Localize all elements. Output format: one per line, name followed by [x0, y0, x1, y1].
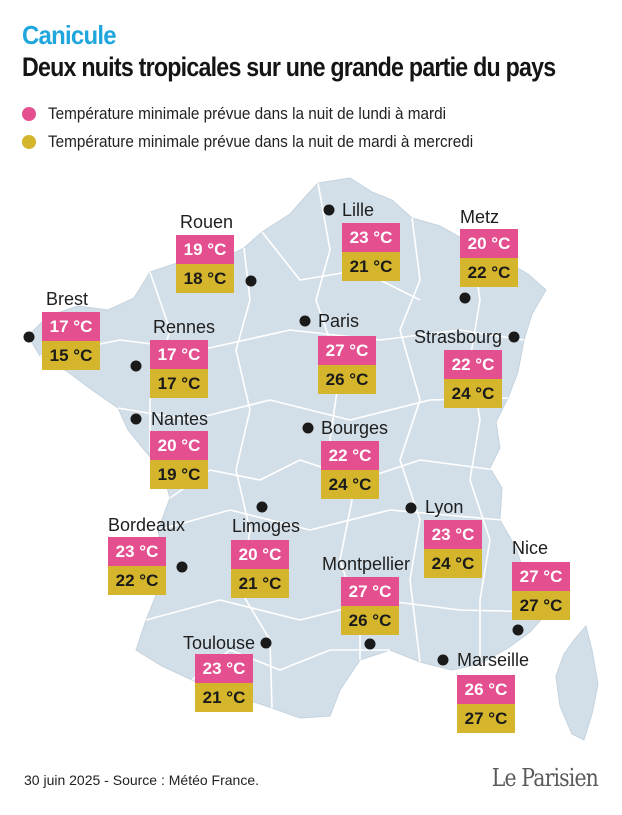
- temp-night-1: 22 °C: [321, 441, 379, 470]
- temp-badge-rennes: 17 °C 17 °C: [150, 340, 208, 398]
- temp-night-1: 17 °C: [150, 340, 208, 369]
- temp-night-2: 26 °C: [318, 365, 376, 394]
- legend-swatch-gold: [22, 135, 36, 149]
- legend-label: Température minimale prévue dans la nuit…: [48, 132, 474, 151]
- page-title: Deux nuits tropicales sur une grande par…: [22, 52, 556, 82]
- city-name-toulouse: Toulouse: [183, 633, 256, 653]
- city-name-metz: Metz: [460, 207, 500, 227]
- temp-night-1: 17 °C: [42, 312, 100, 341]
- temp-night-2: 24 °C: [321, 470, 379, 499]
- city-name-paris: Paris: [318, 311, 360, 331]
- city-name-lille: Lille: [342, 200, 375, 220]
- temp-night-2: 22 °C: [460, 258, 518, 287]
- temp-night-2: 24 °C: [444, 379, 502, 408]
- temp-badge-brest: 17 °C 15 °C: [42, 312, 100, 370]
- france-outline: [27, 177, 549, 719]
- city-name-nice: Nice: [512, 538, 549, 558]
- city-dot-marseille: [437, 654, 449, 666]
- temp-badge-nantes: 20 °C 19 °C: [150, 431, 208, 489]
- temp-night-2: 21 °C: [195, 683, 253, 712]
- city-dot-rennes: [130, 360, 142, 372]
- city-name-montpellier: Montpellier: [322, 554, 411, 574]
- city-dot-limoges: [256, 501, 268, 513]
- city-dot-toulouse: [260, 637, 272, 649]
- legend-item-night-1: Température minimale prévue dans la nuit…: [22, 100, 520, 128]
- temp-badge-bourges: 22 °C 24 °C: [321, 441, 379, 499]
- source-note: 30 juin 2025 - Source : Météo France.: [24, 772, 260, 788]
- kicker: Canicule: [22, 20, 117, 50]
- city-dot-brest: [23, 331, 35, 343]
- legend: Température minimale prévue dans la nuit…: [22, 100, 520, 156]
- legend-item-night-2: Température minimale prévue dans la nuit…: [22, 128, 520, 156]
- temp-night-2: 19 °C: [150, 460, 208, 489]
- city-name-strasbourg: Strasbourg: [414, 327, 503, 347]
- temp-night-2: 21 °C: [231, 569, 289, 598]
- temp-night-1: 26 °C: [457, 675, 515, 704]
- temp-badge-paris: 27 °C 26 °C: [318, 336, 376, 394]
- city-name-bourges: Bourges: [321, 418, 389, 438]
- le-parisien-logo: Le Parisien: [491, 764, 599, 792]
- temp-night-2: 27 °C: [457, 704, 515, 733]
- legend-label: Température minimale prévue dans la nuit…: [48, 104, 447, 123]
- temp-badge-metz: 20 °C 22 °C: [460, 229, 518, 287]
- temp-badge-nice: 27 °C 27 °C: [512, 562, 570, 620]
- city-dot-lyon: [405, 502, 417, 514]
- city-dot-metz: [459, 292, 471, 304]
- temp-night-1: 23 °C: [342, 223, 400, 252]
- city-dot-lille: [323, 204, 335, 216]
- temp-night-2: 18 °C: [176, 264, 234, 293]
- temp-night-1: 27 °C: [341, 577, 399, 606]
- temp-night-2: 24 °C: [424, 549, 482, 578]
- temp-night-2: 17 °C: [150, 369, 208, 398]
- temp-badge-lyon: 23 °C 24 °C: [424, 520, 482, 578]
- city-dot-bourges: [302, 422, 314, 434]
- legend-swatch-pink: [22, 107, 36, 121]
- temp-night-1: 20 °C: [231, 540, 289, 569]
- temp-night-1: 23 °C: [108, 537, 166, 566]
- temp-night-1: 23 °C: [195, 654, 253, 683]
- temp-badge-bordeaux: 23 °C 22 °C: [108, 537, 166, 595]
- temp-night-1: 27 °C: [512, 562, 570, 591]
- temp-badge-montpellier: 27 °C 26 °C: [341, 577, 399, 635]
- temp-night-1: 27 °C: [318, 336, 376, 365]
- city-name-brest: Brest: [46, 289, 89, 309]
- temp-badge-marseille: 26 °C 27 °C: [457, 675, 515, 733]
- temp-night-1: 20 °C: [150, 431, 208, 460]
- temp-badge-limoges: 20 °C 21 °C: [231, 540, 289, 598]
- city-name-rennes: Rennes: [153, 317, 216, 337]
- city-name-limoges: Limoges: [232, 516, 301, 536]
- temp-night-2: 27 °C: [512, 591, 570, 620]
- city-dot-rouen: [245, 275, 257, 287]
- france-mainland: [27, 177, 549, 719]
- city-name-marseille: Marseille: [457, 650, 530, 670]
- city-dot-nice: [512, 624, 524, 636]
- temp-badge-lille: 23 °C 21 °C: [342, 223, 400, 281]
- corsica-outline: [555, 624, 599, 741]
- temp-night-2: 22 °C: [108, 566, 166, 595]
- temp-night-1: 20 °C: [460, 229, 518, 258]
- temp-night-1: 22 °C: [444, 350, 502, 379]
- city-name-lyon: Lyon: [425, 497, 464, 517]
- temp-night-2: 21 °C: [342, 252, 400, 281]
- city-name-nantes: Nantes: [151, 409, 209, 429]
- temp-night-2: 15 °C: [42, 341, 100, 370]
- city-name-bordeaux: Bordeaux: [108, 515, 186, 535]
- corsica: [555, 624, 599, 741]
- temp-badge-strasbourg: 22 °C 24 °C: [444, 350, 502, 408]
- temp-badge-toulouse: 23 °C 21 °C: [195, 654, 253, 712]
- temp-night-1: 23 °C: [424, 520, 482, 549]
- city-dot-montpellier: [364, 638, 376, 650]
- temp-badge-rouen: 19 °C 18 °C: [176, 235, 234, 293]
- city-dot-paris: [299, 315, 311, 327]
- temp-night-2: 26 °C: [341, 606, 399, 635]
- city-dot-nantes: [130, 413, 142, 425]
- temp-night-1: 19 °C: [176, 235, 234, 264]
- city-dot-strasbourg: [508, 331, 520, 343]
- city-name-rouen: Rouen: [180, 212, 234, 232]
- city-dot-bordeaux: [176, 561, 188, 573]
